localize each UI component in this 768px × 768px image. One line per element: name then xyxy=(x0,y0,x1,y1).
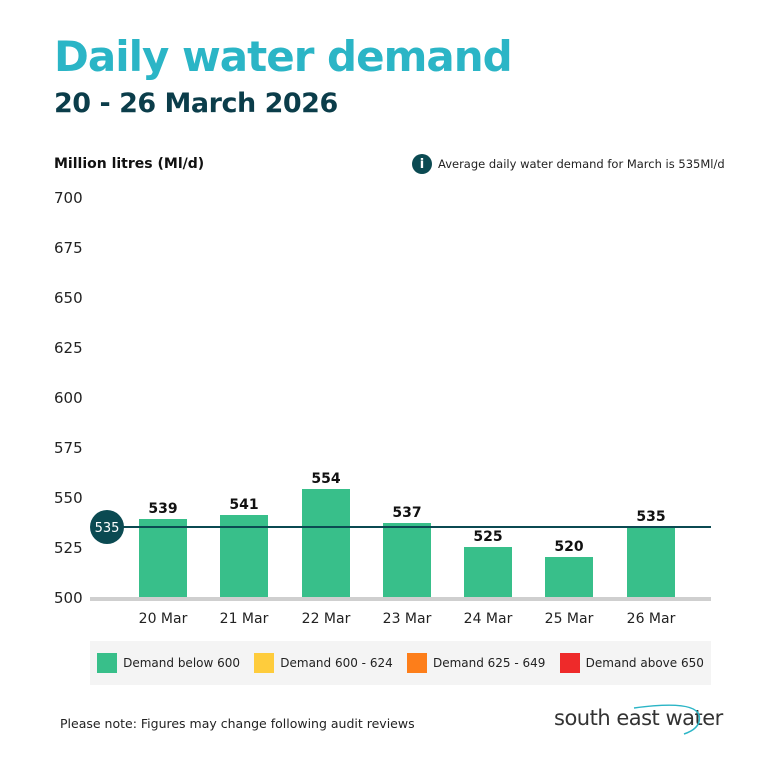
x-tick-label: 22 Mar xyxy=(302,611,351,627)
bar-value-label: 554 xyxy=(311,471,340,487)
bar xyxy=(464,547,512,597)
bar-value-label: 525 xyxy=(473,529,502,545)
x-tick-label: 23 Mar xyxy=(383,611,432,627)
x-tick-label: 21 Mar xyxy=(220,611,269,627)
logo-swoosh-icon xyxy=(633,704,701,735)
x-tick-label: 20 Mar xyxy=(139,611,188,627)
y-tick-label: 675 xyxy=(54,239,83,257)
y-tick-label: 625 xyxy=(54,339,83,357)
average-note: i Average daily water demand for March i… xyxy=(412,154,725,174)
x-tick-label: 25 Mar xyxy=(545,611,594,627)
bar xyxy=(220,515,268,597)
legend-label: Demand 625 - 649 xyxy=(432,656,546,670)
info-icon: i xyxy=(412,154,432,174)
bar-value-label: 541 xyxy=(229,497,258,513)
y-tick-label: 525 xyxy=(54,539,83,557)
x-tick-label: 24 Mar xyxy=(464,611,513,627)
legend-item: Demand above 650 xyxy=(559,653,704,673)
page-subtitle: 20 - 26 March 2026 xyxy=(54,88,338,119)
legend-swatch xyxy=(254,653,275,673)
legend-label: Demand 600 - 624 xyxy=(280,656,393,670)
bar xyxy=(627,527,675,597)
x-tick-label: 26 Mar xyxy=(627,611,676,627)
y-tick-label: 700 xyxy=(54,189,83,207)
page-title: Daily water demand xyxy=(54,32,513,81)
y-tick-label: 500 xyxy=(54,589,83,607)
y-axis-label: Million litres (Ml/d) xyxy=(54,156,205,172)
bar-value-label: 537 xyxy=(392,505,421,521)
legend: Demand below 600 Demand 600 - 624 Demand… xyxy=(90,641,711,685)
legend-label: Demand below 600 xyxy=(123,656,241,670)
average-note-text: Average daily water demand for March is … xyxy=(438,157,725,171)
bar-value-label: 520 xyxy=(554,539,583,555)
legend-swatch xyxy=(406,653,427,673)
legend-label: Demand above 650 xyxy=(585,656,704,670)
legend-item: Demand 625 - 649 xyxy=(406,653,546,673)
legend-item: Demand 600 - 624 xyxy=(254,653,393,673)
legend-swatch xyxy=(97,653,118,673)
bar-value-label: 535 xyxy=(636,509,665,525)
average-marker-label: 535 xyxy=(95,521,120,536)
y-tick-label: 550 xyxy=(54,489,83,507)
bar xyxy=(383,523,431,597)
y-tick-label: 575 xyxy=(54,439,83,457)
south-east-water-logo: south east water xyxy=(554,704,723,735)
bar-value-label: 539 xyxy=(148,501,177,517)
y-tick-label: 600 xyxy=(54,389,83,407)
bar xyxy=(545,557,593,597)
y-tick-label: 650 xyxy=(54,289,83,307)
x-axis-baseline xyxy=(90,597,711,601)
legend-swatch xyxy=(559,653,580,673)
footer-note: Please note: Figures may change followin… xyxy=(60,716,415,731)
average-marker xyxy=(90,510,124,544)
bar xyxy=(302,489,350,597)
legend-item: Demand below 600 xyxy=(97,653,240,673)
bar xyxy=(139,519,187,597)
